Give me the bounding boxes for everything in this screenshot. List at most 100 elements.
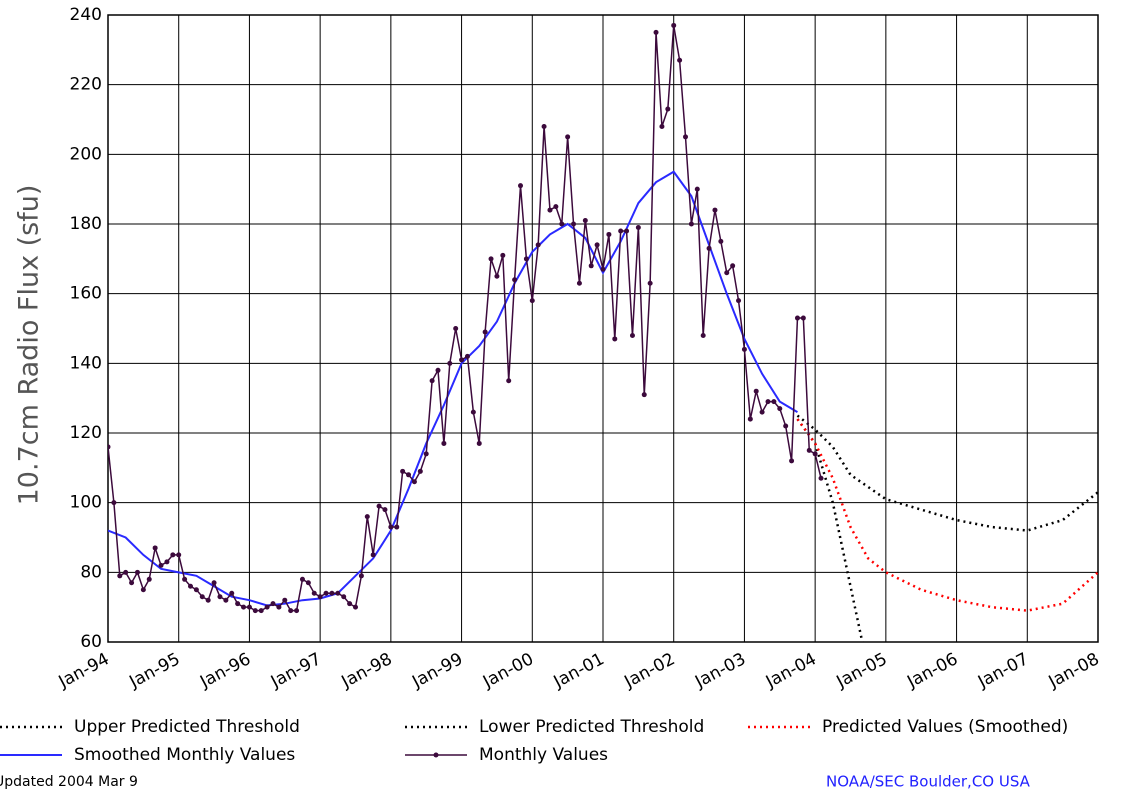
data-point	[394, 524, 400, 530]
data-point	[447, 360, 453, 366]
data-point	[246, 604, 252, 610]
data-point	[512, 277, 518, 283]
data-point	[747, 416, 753, 422]
data-point	[335, 590, 341, 596]
series-line	[796, 418, 1098, 612]
data-point	[282, 597, 288, 603]
data-point	[305, 580, 311, 586]
data-point	[353, 604, 358, 610]
data-point	[176, 552, 182, 558]
data-point	[164, 559, 170, 565]
data-point	[671, 22, 677, 28]
y-tick-label: 140	[70, 353, 102, 373]
data-point	[582, 218, 588, 224]
data-point	[565, 134, 571, 140]
data-point	[700, 332, 706, 338]
data-point	[706, 245, 712, 251]
legend-marker	[433, 752, 439, 758]
data-point	[364, 514, 370, 520]
x-tick-label: Jan-04	[762, 649, 820, 692]
data-point	[724, 270, 730, 276]
data-point	[806, 447, 812, 453]
data-point	[506, 378, 512, 384]
data-point	[753, 388, 759, 394]
data-point	[223, 597, 229, 603]
data-point	[653, 29, 659, 35]
data-point	[400, 468, 406, 474]
data-point	[783, 423, 789, 429]
data-point	[683, 134, 688, 140]
data-point	[476, 440, 482, 446]
data-point	[270, 601, 276, 607]
data-point	[612, 336, 618, 342]
data-point	[482, 329, 488, 335]
data-point	[494, 273, 500, 279]
data-point	[694, 186, 700, 192]
data-point	[759, 409, 765, 415]
y-axis-label: 10.7cm Radio Flux (sfu)	[14, 185, 45, 506]
data-point	[341, 594, 347, 600]
data-point	[411, 479, 417, 485]
x-tick-label: Jan-98	[338, 649, 396, 692]
data-point	[441, 440, 447, 446]
data-point	[235, 601, 241, 607]
x-tick-label: Jan-08	[1045, 649, 1103, 692]
x-tick-label: Jan-00	[479, 649, 537, 692]
data-point	[117, 573, 123, 579]
data-point	[641, 392, 647, 398]
data-point	[453, 326, 459, 331]
data-point	[311, 590, 317, 596]
y-tick-label: 160	[70, 284, 102, 304]
data-point	[571, 221, 577, 227]
legend-label: Upper Predicted Threshold	[74, 717, 300, 737]
x-tick-label: Jan-97	[267, 649, 325, 692]
data-point	[559, 221, 565, 227]
data-point	[464, 353, 470, 359]
series-line	[796, 418, 864, 642]
data-point	[488, 256, 494, 262]
data-point	[647, 280, 653, 286]
data-point	[777, 406, 783, 412]
data-point	[158, 562, 164, 568]
y-tick-label: 60	[80, 632, 102, 652]
data-point	[629, 332, 635, 338]
data-point	[146, 576, 152, 582]
data-point	[429, 378, 435, 384]
data-point	[370, 552, 376, 558]
data-point	[665, 106, 671, 112]
data-point	[323, 590, 329, 596]
data-point	[529, 298, 535, 304]
x-tick-label: Jan-07	[974, 649, 1032, 692]
data-point	[288, 608, 294, 614]
data-point	[258, 608, 264, 614]
data-point	[459, 357, 465, 363]
x-tick-label: Jan-94	[55, 649, 113, 692]
data-point	[600, 266, 606, 272]
data-point	[435, 367, 441, 373]
data-point	[152, 545, 158, 551]
data-point	[182, 576, 188, 582]
data-point	[789, 458, 795, 464]
data-point	[606, 231, 612, 237]
data-point	[624, 228, 630, 234]
data-point	[417, 468, 423, 474]
y-tick-label: 120	[70, 423, 102, 443]
data-point	[123, 569, 129, 575]
data-point	[730, 263, 736, 269]
data-point	[794, 315, 800, 321]
data-point	[376, 503, 382, 509]
data-point	[252, 608, 258, 614]
x-tick-label: Jan-06	[903, 649, 961, 692]
y-tick-label: 80	[80, 562, 102, 582]
data-point	[712, 207, 718, 213]
data-point	[129, 580, 135, 586]
data-point	[170, 552, 176, 558]
data-point	[134, 569, 140, 575]
data-point	[812, 451, 818, 457]
data-point	[736, 298, 742, 304]
data-point	[347, 601, 353, 607]
data-point	[677, 57, 683, 63]
data-point	[229, 590, 235, 596]
data-point	[199, 594, 205, 600]
x-tick-label: Jan-96	[196, 649, 254, 692]
